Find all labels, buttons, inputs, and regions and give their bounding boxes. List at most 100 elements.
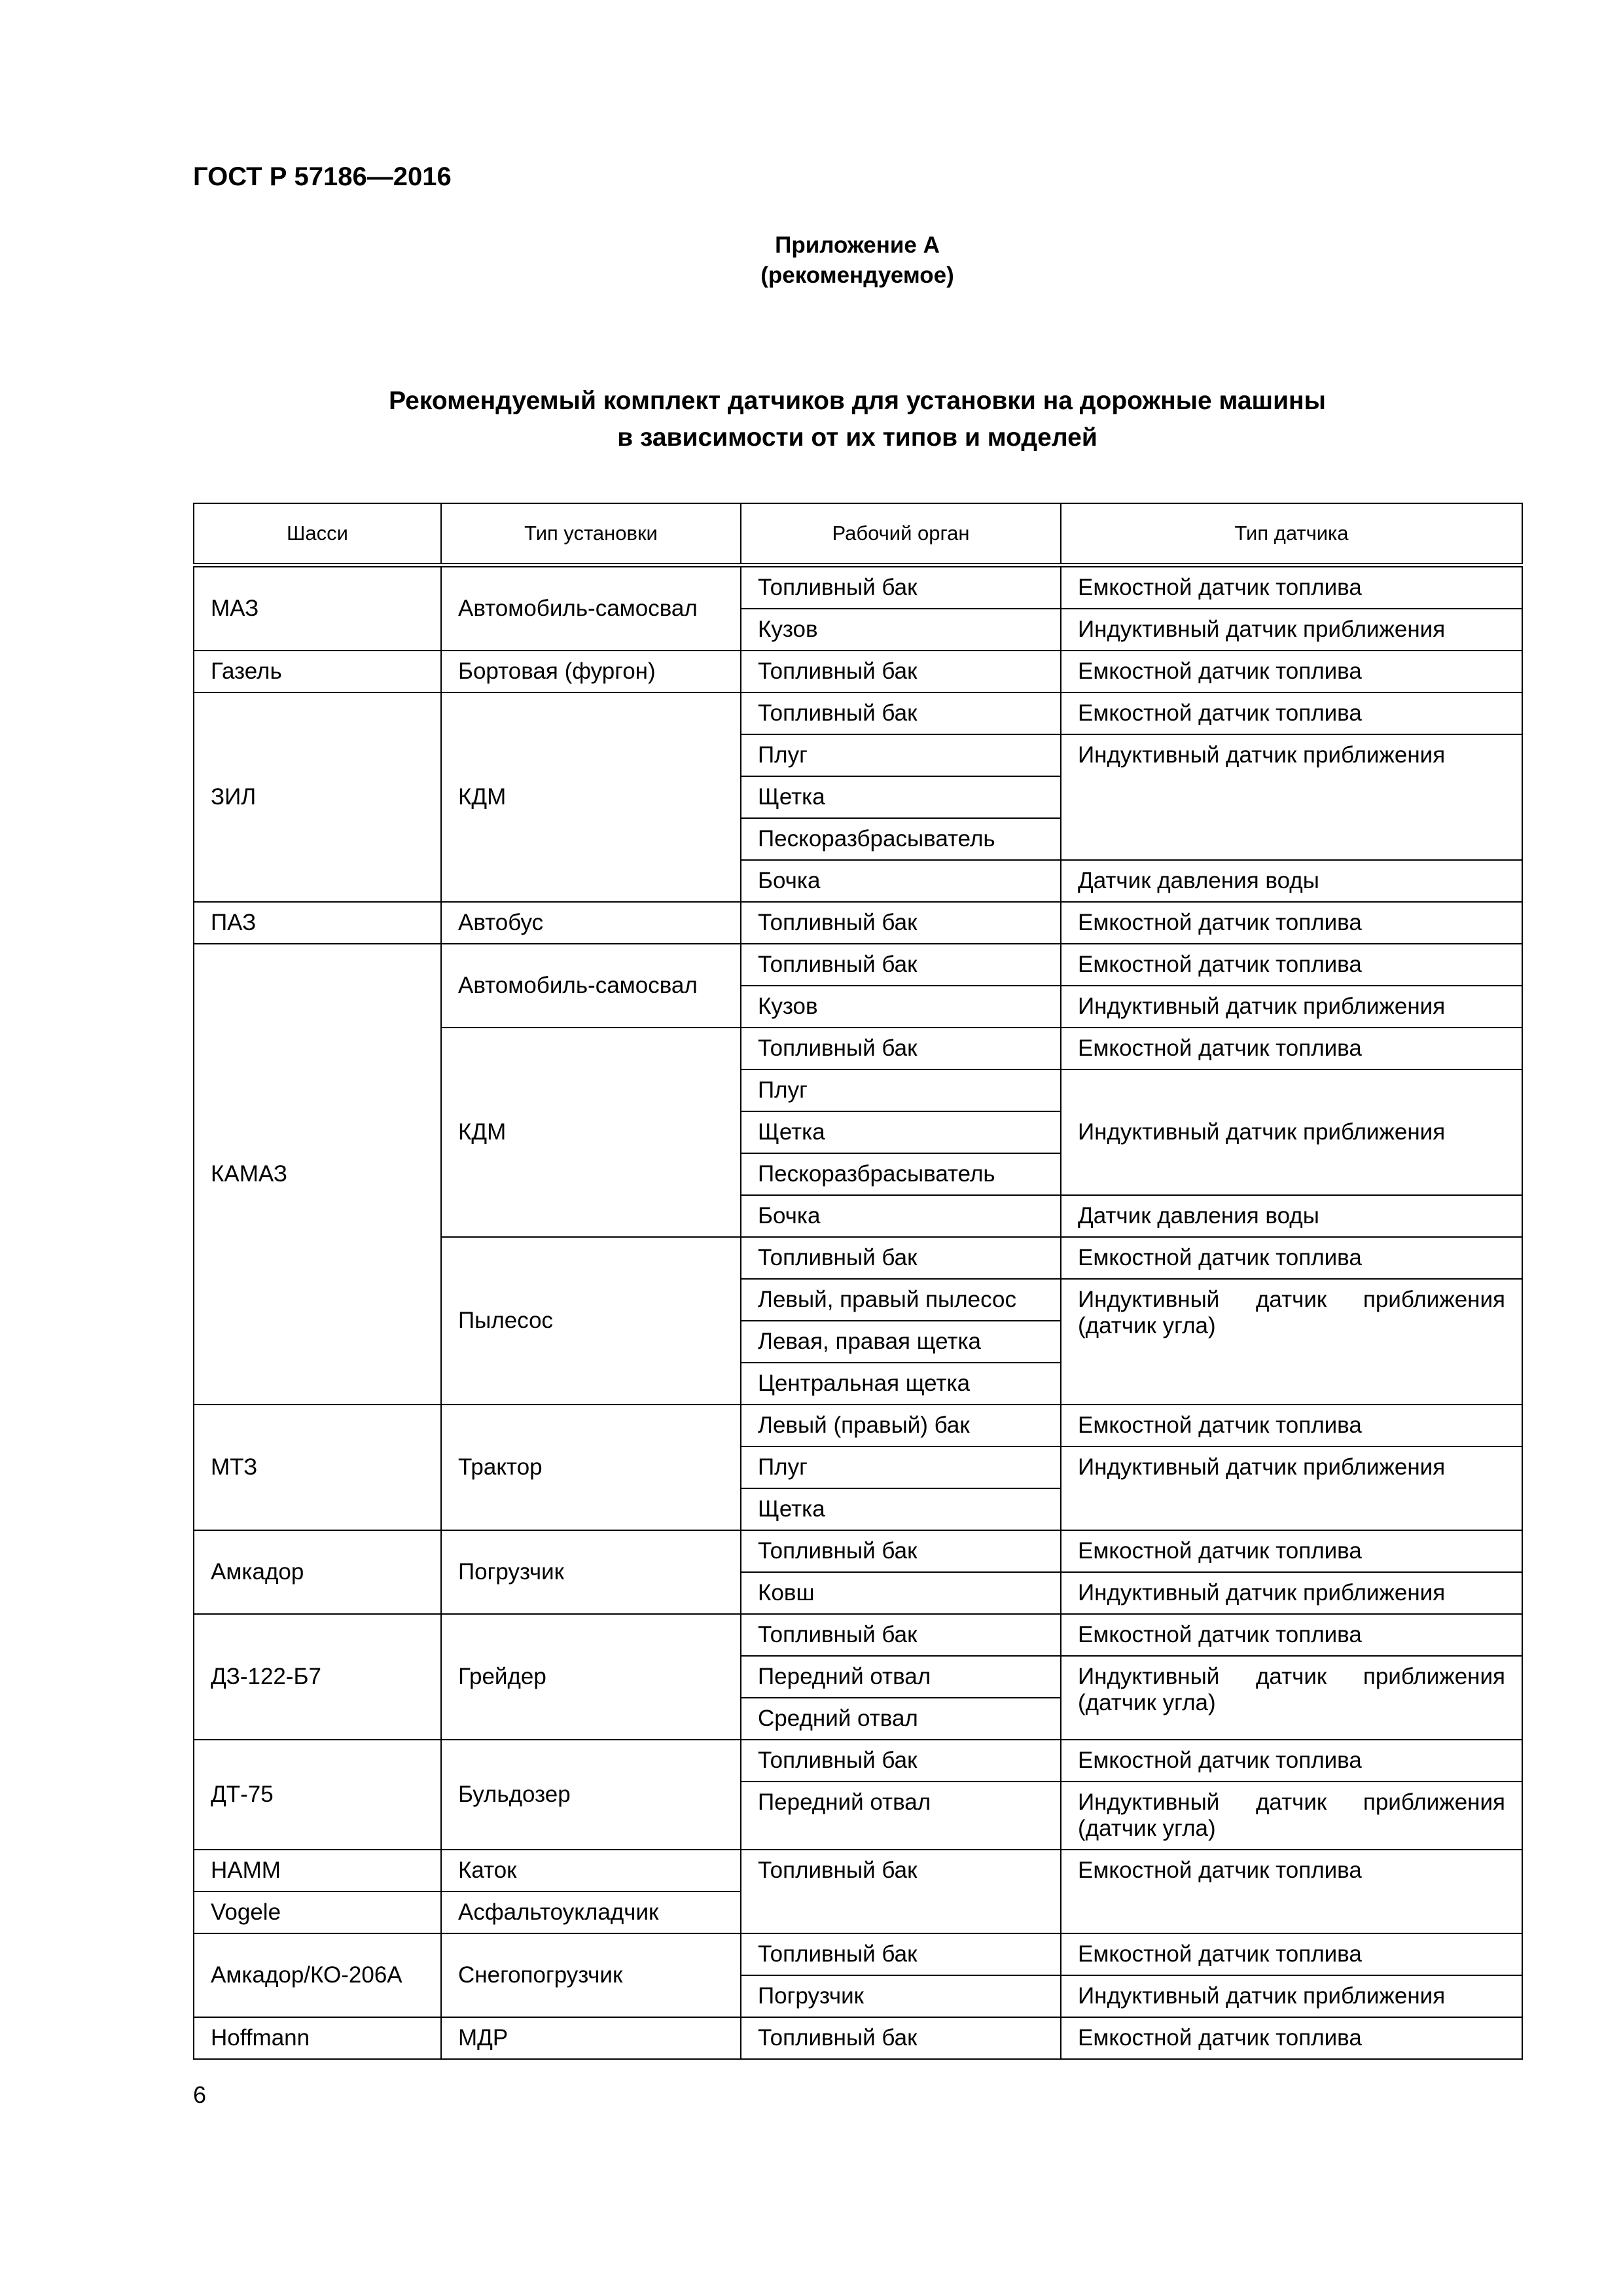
table-row: Центральная щетка (194, 1362, 1522, 1405)
cell-sensor-type: Емкостной датчик топлива (1060, 1530, 1523, 1573)
cell-working-body: Плуг (740, 1446, 1061, 1489)
cell-sensor-type: Емкостной датчик топлива (1060, 650, 1523, 693)
cell-chassis: ДТ-75 (193, 1739, 442, 1850)
table-row: МАЗ Автомобиль-самосвал Топливный бак Емкос… (193, 564, 1523, 651)
cell-chassis: МАЗ (193, 564, 442, 651)
column-header-chassis: Шасси (193, 503, 442, 567)
cell-installation-type: Асфальтоукладчик (440, 1891, 741, 1934)
cell-working-body: Топливный бак (740, 1027, 1061, 1070)
cell-installation-type: КДМ (440, 1027, 741, 1238)
cell-sensor-type: Емкостной датчик топлива (1060, 901, 1523, 944)
table-row: ДЗ-122-Б7 Грейдер Топливный бак Емкостной д… (193, 1613, 1523, 1740)
cell-installation-type: Снегопогрузчик (440, 1933, 741, 2018)
table-row: Щетка (194, 1111, 1522, 1154)
cell-working-body: Левая, правая щетка (740, 1320, 1061, 1363)
cell-working-body: Левый, правый пылесос (740, 1278, 1061, 1321)
table-row: Амкадор/КО-206А Снегопогрузчик Топливный б… (193, 1933, 1523, 2018)
table-row: Плуг Индуктивный датчик приближения (194, 1446, 1523, 1531)
cell-working-body: Топливный бак (740, 692, 1061, 735)
table-row: Щетка (194, 1488, 1522, 1531)
cell-sensor-type: Емкостной датчик топлива (1060, 943, 1523, 986)
cell-working-body: Бочка (740, 859, 1061, 903)
table-body: МАЗ Автомобиль-самосвал Топливный бак Емкос… (193, 564, 1523, 2060)
sensor-kit-table: Шасси Тип установки Рабочий орган Тип да… (193, 503, 1523, 2060)
cell-working-body: Плуг (740, 1069, 1061, 1112)
cell-chassis: ДЗ-122-Б7 (193, 1613, 442, 1740)
table-row: Пескоразбрасыватель (194, 1153, 1522, 1196)
cell-installation-type: Автобус (440, 901, 741, 944)
cell-working-body: Передний отвал (740, 1781, 1061, 1850)
cell-working-body: Погрузчик (740, 1975, 1061, 2018)
table-row: Передний отвал Индуктивный датчик приближ… (194, 1781, 1523, 1850)
cell-working-body: Передний отвал (740, 1655, 1061, 1698)
cell-sensor-type: Индуктивный датчик приближения (1060, 1571, 1523, 1615)
table-row: Щетка (194, 776, 1522, 819)
cell-sensor-type: Емкостной датчик топлива (1060, 1027, 1523, 1070)
cell-chassis: Vogele (193, 1891, 442, 1934)
table-row: КАМАЗ Автомобиль-самосвал Топливный бак Емк… (193, 943, 1523, 1405)
column-header-sensor-type: Тип датчика (1060, 503, 1523, 567)
cell-installation-type: Бортовая (фургон) (440, 650, 741, 693)
cell-sensor-type: Индуктивный датчик приближения (1060, 1975, 1523, 2018)
appendix-status: (рекомендуемое) (760, 262, 954, 288)
cell-working-body: Топливный бак (740, 1236, 1061, 1280)
document-code: ГОСТ Р 57186—2016 (193, 162, 452, 191)
cell-sensor-type: Индуктивный датчик приближения (датчик у… (1060, 1278, 1523, 1405)
cell-chassis: ЗИЛ (193, 692, 442, 903)
cell-working-body: Центральная щетка (740, 1362, 1061, 1405)
cell-working-body: Бочка (740, 1194, 1061, 1238)
cell-chassis: Газель (193, 650, 442, 693)
cell-installation-type: Каток (440, 1849, 741, 1892)
cell-sensor-type: Индуктивный датчик приближения (1060, 985, 1523, 1028)
table-row: ЗИЛ КДМ Топливный бак Емкостной датчик топл… (193, 692, 1523, 903)
cell-working-body: Левый (правый) бак (740, 1404, 1061, 1447)
table-row: ДТ-75 Бульдозер Топливный бак Емкостной дат… (193, 1739, 1523, 1850)
cell-working-body: Топливный бак (740, 564, 1061, 609)
table-title-line-1: Рекомендуемый комплект датчиков для уста… (389, 387, 1326, 415)
cell-working-body: Кузов (740, 608, 1061, 651)
table-row: Погрузчик Индуктивный датчик приближения (194, 1975, 1523, 2018)
cell-installation-type: КДМ (440, 692, 741, 903)
cell-sensor-type: Емкостной датчик топлива (1060, 1739, 1523, 1782)
table-row: Левая, правая щетка (194, 1320, 1522, 1363)
cell-sensor-type: Емкостной датчик топлива (1060, 564, 1523, 609)
cell-installation-type: Погрузчик (440, 1530, 741, 1615)
cell-working-body: Кузов (740, 985, 1061, 1028)
table-row: Левый, правый пылесос Индуктивный датчик … (194, 1278, 1523, 1405)
cell-working-body: Щетка (740, 776, 1061, 819)
table-row: Газель Бортовая (фургон) Топливный бак Емко… (193, 650, 1523, 693)
appendix-title: Приложение А (775, 232, 940, 258)
cell-installation-type: Пылесос (440, 1236, 741, 1405)
table-row: Пылесос Топливный бак Емкостной датчик топ… (194, 1236, 1523, 1405)
table-title-line-2: в зависимости от их типов и моделей (617, 423, 1097, 452)
table-row: Средний отвал (194, 1697, 1522, 1740)
appendix-heading: Приложение А (рекомендуемое) (193, 230, 1522, 291)
cell-sensor-type: Индуктивный датчик приближения (1060, 734, 1523, 861)
cell-sensor-type: Емкостной датчик топлива (1060, 1404, 1523, 1447)
cell-working-body: Плуг (740, 734, 1061, 777)
table-row: Ковш Индуктивный датчик приближения (194, 1571, 1523, 1615)
cell-installation-type: Грейдер (440, 1613, 741, 1740)
cell-sensor-type: Емкостной датчик топлива (1060, 692, 1523, 735)
table-row: Бочка Датчик давления воды (194, 859, 1523, 903)
cell-sensor-type: Емкостной датчик топлива (1060, 2017, 1523, 2060)
cell-installation-type: Автомобиль-самосвал (440, 564, 741, 651)
cell-working-body: Топливный бак (740, 1530, 1061, 1573)
cell-working-body: Пескоразбрасыватель (740, 817, 1061, 861)
cell-sensor-type: Емкостной датчик топлива (1060, 1236, 1523, 1280)
cell-working-body: Топливный бак (740, 1849, 1061, 1934)
cell-working-body: Топливный бак (740, 1613, 1061, 1657)
cell-working-body: Ковш (740, 1571, 1061, 1615)
table-row: Плуг Индуктивный датчик приближения (194, 734, 1523, 861)
column-header-installation-type: Тип установки (440, 503, 741, 567)
cell-working-body: Топливный бак (740, 901, 1061, 944)
cell-chassis: Hoffmann (193, 2017, 442, 2060)
cell-installation-type: Бульдозер (440, 1739, 741, 1850)
cell-working-body: Топливный бак (740, 943, 1061, 986)
cell-chassis: ПАЗ (193, 901, 442, 944)
table-title: Рекомендуемый комплект датчиков для уста… (193, 383, 1522, 456)
table-row: Кузов Индуктивный датчик приближения (194, 608, 1523, 651)
cell-working-body: Топливный бак (740, 650, 1061, 693)
page-number: 6 (193, 2081, 207, 2108)
table-row: Hoffmann МДР Топливный бак Емкостной датчик… (193, 2017, 1523, 2060)
